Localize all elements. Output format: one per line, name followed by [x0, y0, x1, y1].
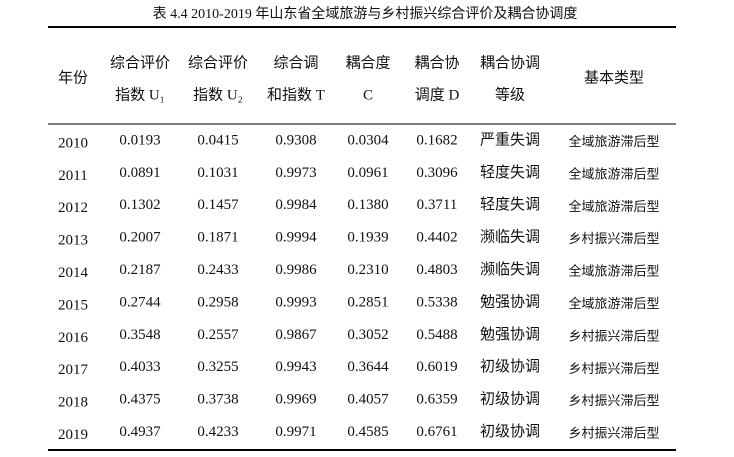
- data-cell: 0.2744: [119, 294, 161, 310]
- data-cell: 勉强协调: [480, 293, 540, 310]
- data-cell: 0.4375: [119, 392, 160, 408]
- header-cell: 等级: [495, 85, 525, 103]
- data-cell: 0.1302: [119, 197, 160, 213]
- data-cell: 0.4033: [119, 359, 160, 375]
- data-cell: 0.2557: [197, 327, 239, 343]
- data-cell: 初级协调: [480, 423, 540, 440]
- data-cell: 0.9867: [275, 327, 317, 343]
- data-cell: 0.4402: [416, 230, 457, 246]
- year-cell: 2015: [58, 297, 88, 313]
- data-cell: 轻度失调: [480, 196, 540, 213]
- year-cell: 2012: [58, 200, 88, 216]
- year-cell: 2016: [58, 330, 89, 346]
- data-cell: 0.3255: [197, 359, 238, 375]
- data-cell: 0.1682: [416, 132, 457, 148]
- data-cell: 0.4057: [347, 392, 389, 408]
- data-cell: 0.2851: [347, 294, 388, 310]
- data-cell: 全域旅游滞后型: [568, 166, 659, 181]
- year-cell: 2014: [58, 265, 89, 281]
- data-cell: 0.0304: [347, 132, 389, 148]
- data-cell: 0.1031: [197, 165, 238, 181]
- data-cell: 0.2007: [119, 230, 161, 246]
- data-cell: 0.2433: [197, 262, 238, 278]
- data-cell: 0.9971: [275, 424, 316, 440]
- header-cell: 年份: [58, 69, 88, 86]
- data-cell: 0.9994: [275, 230, 317, 246]
- data-cell: 0.3738: [197, 392, 238, 408]
- data-cell: 勉强协调: [480, 326, 540, 343]
- data-cell: 濒临失调: [480, 261, 540, 278]
- data-cell: 0.3548: [119, 327, 160, 343]
- header-cell: 调度 D: [415, 86, 460, 103]
- data-cell: 严重失调: [480, 131, 540, 148]
- header-cell: 耦合协调: [480, 54, 540, 71]
- data-cell: 0.5488: [416, 327, 457, 343]
- data-cell: 全域旅游滞后型: [568, 264, 659, 279]
- data-cell: 0.0891: [119, 165, 160, 181]
- data-cell: 全域旅游滞后型: [568, 134, 659, 149]
- data-cell: 0.6359: [416, 392, 457, 408]
- data-cell: 乡村振兴滞后型: [568, 231, 659, 246]
- data-cell: 0.5338: [416, 294, 457, 310]
- year-cell: 2018: [58, 395, 88, 411]
- data-cell: 0.9973: [275, 165, 316, 181]
- data-cell: 0.3711: [417, 197, 458, 213]
- data-cell: 轻度失调: [480, 164, 540, 181]
- header-cell: 综合评价: [110, 54, 170, 71]
- data-cell: 0.2187: [119, 262, 161, 278]
- year-cell: 2013: [58, 233, 88, 249]
- data-cell: 0.1457: [197, 197, 239, 213]
- header-cell: 耦合协: [414, 54, 459, 71]
- data-cell: 0.4233: [197, 424, 238, 440]
- data-cell: 0.9969: [275, 392, 316, 408]
- header-cell: 和指数 T: [267, 86, 325, 103]
- year-cell: 2019: [58, 427, 88, 443]
- data-cell: 0.0961: [347, 165, 388, 181]
- table-title: 表 4.4 2010-2019 年山东省全域旅游与乡村振兴综合评价及耦合协调度: [153, 5, 578, 22]
- data-cell: 0.9943: [275, 359, 316, 375]
- data-cell: 0.2958: [197, 294, 238, 310]
- data-cell: 乡村振兴滞后型: [568, 328, 659, 343]
- year-cell: 2010: [58, 135, 88, 151]
- data-cell: 乡村振兴滞后型: [568, 393, 659, 408]
- header-cell: C: [363, 87, 373, 103]
- data-cell: 0.4937: [119, 424, 161, 440]
- data-cell: 0.1380: [347, 197, 388, 213]
- year-cell: 2017: [58, 362, 89, 378]
- year-cell: 2011: [58, 168, 87, 184]
- data-cell: 0.9984: [275, 197, 317, 213]
- header-cell: 综合调: [273, 54, 318, 71]
- data-cell: 0.6019: [416, 359, 457, 375]
- data-cell: 濒临失调: [480, 229, 540, 246]
- data-cell: 初级协调: [480, 358, 540, 375]
- data-cell: 0.3644: [347, 359, 389, 375]
- header-cell: 综合评价: [188, 54, 248, 71]
- data-cell: 0.3096: [416, 165, 458, 181]
- data-cell: 0.3052: [347, 327, 388, 343]
- data-cell: 0.9993: [275, 294, 316, 310]
- data-cell: 乡村振兴滞后型: [568, 361, 659, 376]
- data-cell: 初级协调: [480, 391, 540, 408]
- data-cell: 0.6761: [416, 424, 457, 440]
- data-cell: 0.9308: [275, 132, 316, 148]
- header-cell: 指数 U₁: [115, 86, 165, 103]
- header-cell: 耦合度: [345, 54, 390, 71]
- data-cell: 全域旅游滞后型: [568, 199, 659, 214]
- data-cell: 0.2310: [347, 262, 388, 278]
- data-cell: 0.4585: [347, 424, 388, 440]
- data-cell: 0.0193: [119, 132, 160, 148]
- header-cell: 基本类型: [584, 69, 644, 86]
- data-cell: 全域旅游滞后型: [568, 296, 659, 311]
- data-cell: 0.1871: [197, 230, 238, 246]
- data-cell: 0.9986: [275, 262, 317, 278]
- header-cell: 指数 U₂: [193, 86, 243, 103]
- data-cell: 0.0415: [197, 132, 238, 148]
- data-cell: 0.4803: [416, 262, 457, 278]
- data-cell: 0.1939: [347, 230, 388, 246]
- data-cell: 乡村振兴滞后型: [568, 426, 659, 441]
